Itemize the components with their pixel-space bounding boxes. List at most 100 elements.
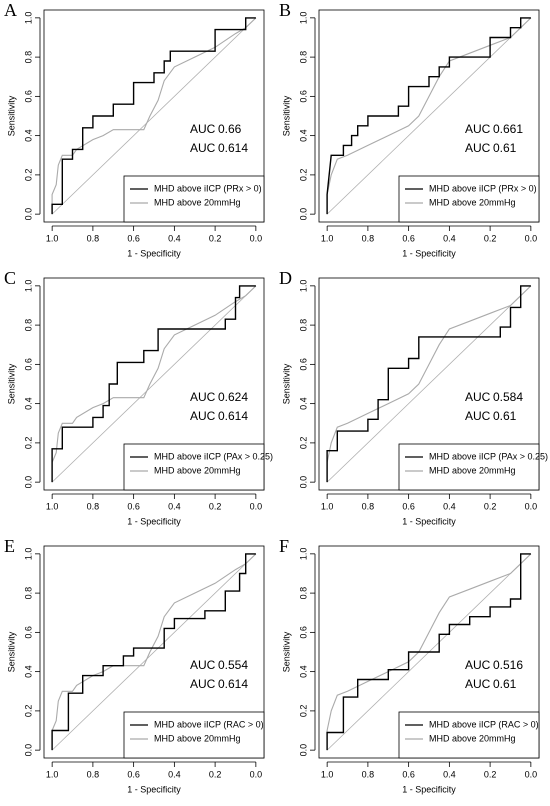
roc-curve xyxy=(51,17,256,215)
legend-label: MHD above iICP (PRx > 0) xyxy=(154,183,262,193)
auc-label: AUC xyxy=(190,141,216,155)
auc-value: 0.66 xyxy=(218,122,242,136)
x-tick-label: 0.6 xyxy=(127,501,140,511)
panel-label: A xyxy=(4,0,17,20)
y-axis-label: Sensitivity xyxy=(281,631,291,672)
legend-label: MHD above 20mmHg xyxy=(154,197,241,207)
x-axis-label: 1 - Specificity xyxy=(127,248,181,258)
panel-label: E xyxy=(4,536,15,556)
panel-label: F xyxy=(279,536,289,556)
y-tick-label: 0.4 xyxy=(298,397,308,410)
x-axis-label: 1 - Specificity xyxy=(127,516,181,526)
auc-value: 0.61 xyxy=(493,677,517,691)
auc-label: AUC xyxy=(465,141,491,155)
roc-curve xyxy=(326,553,531,751)
reference-line xyxy=(326,285,532,483)
x-tick-label: 0.4 xyxy=(168,233,181,243)
auc-value: 0.624 xyxy=(218,390,248,404)
reference-line xyxy=(51,285,257,483)
auc-value: 0.61 xyxy=(493,141,517,155)
x-tick-label: 0.2 xyxy=(209,501,222,511)
x-tick-label: 0.0 xyxy=(250,233,263,243)
x-tick-label: 0.0 xyxy=(250,501,263,511)
y-axis-label: Sensitivity xyxy=(6,95,16,136)
y-tick-label: 0.6 xyxy=(298,90,308,103)
y-tick-label: 0.4 xyxy=(298,665,308,678)
auc-value: 0.554 xyxy=(218,658,248,672)
x-tick-label: 0.8 xyxy=(87,769,100,779)
y-tick-label: 0.8 xyxy=(23,587,33,600)
y-tick-label: 0.0 xyxy=(23,476,33,489)
x-tick-label: 0.4 xyxy=(168,769,181,779)
auc-value: 0.614 xyxy=(218,409,248,423)
y-tick-label: 0.2 xyxy=(298,437,308,450)
panel-label: B xyxy=(279,0,291,20)
y-tick-label: 0.4 xyxy=(23,129,33,142)
auc-label: AUC xyxy=(465,122,491,136)
y-tick-label: 0.2 xyxy=(298,705,308,718)
reference-line xyxy=(51,553,257,751)
y-tick-label: 1.0 xyxy=(298,280,308,293)
y-tick-label: 0.8 xyxy=(23,51,33,64)
reference-line xyxy=(326,17,532,215)
roc-curve xyxy=(326,17,531,215)
y-tick-label: 0.2 xyxy=(23,705,33,718)
roc-curve xyxy=(51,17,257,215)
x-tick-label: 1.0 xyxy=(321,501,334,511)
legend-label: MHD above iICP (RAC > 0) xyxy=(154,719,264,729)
legend-box xyxy=(123,443,265,491)
auc-label: AUC xyxy=(465,677,491,691)
x-tick-label: 0.0 xyxy=(525,501,538,511)
legend-label: MHD above 20mmHg xyxy=(429,465,516,475)
y-tick-label: 1.0 xyxy=(23,12,33,25)
legend-label: MHD above 20mmHg xyxy=(154,733,241,743)
y-tick-label: 0.4 xyxy=(23,665,33,678)
roc-curve xyxy=(51,553,257,751)
x-tick-label: 0.6 xyxy=(127,233,140,243)
x-tick-label: 0.2 xyxy=(209,769,222,779)
legend-box xyxy=(123,175,265,223)
y-tick-label: 0.6 xyxy=(23,358,33,371)
y-axis-label: Sensitivity xyxy=(6,631,16,672)
y-tick-label: 0.2 xyxy=(298,169,308,182)
x-tick-label: 0.8 xyxy=(87,501,100,511)
x-tick-label: 1.0 xyxy=(46,501,59,511)
legend-label: MHD above iICP (PAx > 0.25) xyxy=(429,451,548,461)
x-tick-label: 0.0 xyxy=(525,769,538,779)
panel-label: D xyxy=(279,268,292,288)
x-tick-label: 0.6 xyxy=(127,769,140,779)
y-tick-label: 0.2 xyxy=(23,437,33,450)
y-tick-label: 0.6 xyxy=(23,90,33,103)
x-tick-label: 0.4 xyxy=(168,501,181,511)
x-tick-label: 1.0 xyxy=(46,233,59,243)
x-tick-label: 0.2 xyxy=(209,233,222,243)
legend-label: MHD above 20mmHg xyxy=(429,197,516,207)
roc-curve xyxy=(51,285,257,483)
x-tick-label: 1.0 xyxy=(321,769,334,779)
roc-curve xyxy=(326,285,532,483)
x-tick-label: 0.4 xyxy=(443,769,456,779)
legend-box xyxy=(398,175,540,223)
legend-box xyxy=(398,443,540,491)
auc-value: 0.584 xyxy=(493,390,523,404)
x-tick-label: 0.2 xyxy=(484,233,497,243)
x-tick-label: 1.0 xyxy=(321,233,334,243)
y-tick-label: 0.0 xyxy=(298,476,308,489)
x-tick-label: 1.0 xyxy=(46,769,59,779)
legend-label: MHD above iICP (PAx > 0.25) xyxy=(154,451,273,461)
y-tick-label: 0.0 xyxy=(23,208,33,221)
roc-curve xyxy=(326,285,531,483)
y-tick-label: 0.0 xyxy=(298,208,308,221)
x-tick-label: 0.8 xyxy=(87,233,100,243)
x-axis-label: 1 - Specificity xyxy=(402,248,456,258)
y-tick-label: 0.8 xyxy=(298,587,308,600)
auc-label: AUC xyxy=(190,390,216,404)
y-tick-label: 0.8 xyxy=(23,319,33,332)
auc-value: 0.516 xyxy=(493,658,523,672)
x-tick-label: 0.6 xyxy=(402,501,415,511)
y-tick-label: 0.4 xyxy=(298,129,308,142)
y-tick-label: 1.0 xyxy=(23,280,33,293)
legend-label: MHD above iICP (PRx > 0) xyxy=(429,183,537,193)
auc-label: AUC xyxy=(190,409,216,423)
x-tick-label: 0.6 xyxy=(402,233,415,243)
